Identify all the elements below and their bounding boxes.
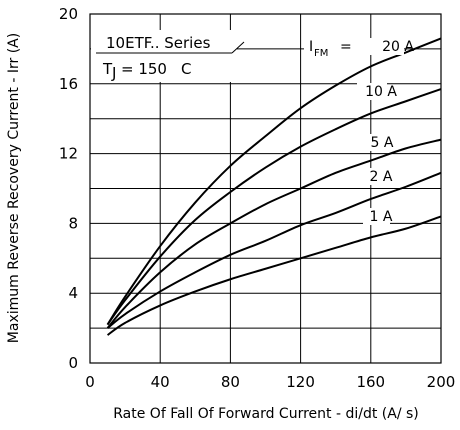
curve-label-bg [362, 134, 390, 151]
plot-frame [89, 13, 442, 364]
x-tick-label: 200 [427, 373, 456, 391]
y-tick-label: 12 [59, 145, 78, 163]
y-tick-label: 8 [68, 214, 78, 232]
legend-ifm: I FM = [309, 39, 352, 59]
series-line [106, 171, 442, 329]
title-temp-symbol: T [102, 60, 113, 78]
x-tick-label: 120 [286, 373, 315, 391]
y-tick-label: 4 [68, 284, 78, 302]
curve-label: 2 A [370, 169, 393, 185]
title-series: 10ETF.. Series [106, 34, 211, 52]
curve-labels: 20 A 10 A 5 A 2 A 1 A [348, 38, 414, 225]
x-tick-label: 40 [151, 373, 170, 391]
curve-label-bg [363, 208, 390, 225]
curve-label-bg [357, 83, 387, 100]
y-tick-label: 20 [59, 5, 78, 23]
curve-label: 10 A [365, 84, 397, 100]
series-line [106, 37, 442, 326]
series-line [106, 215, 442, 336]
curve-label: 5 A [371, 135, 394, 151]
title-temp-value: = 150 [121, 60, 167, 78]
series-line [106, 88, 442, 326]
x-axis-label: Rate Of Fall Of Forward Current - di/dt … [113, 406, 419, 422]
legend-bg [304, 37, 350, 57]
y-tick-label: 16 [59, 75, 78, 93]
legend-prefix: I [309, 39, 313, 55]
title-temp-subscript: J [111, 64, 116, 82]
title-temp-unit: C [181, 60, 191, 78]
y-tick-label: 0 [68, 354, 78, 372]
title-box-bg [91, 30, 237, 82]
y-axis-label: Maximum Reverse Recovery Current - Irr (… [6, 33, 22, 343]
ticks: 0 40 80 120 160 200 0 4 8 12 16 20 [59, 5, 455, 391]
series-line [106, 138, 442, 329]
title-leader [231, 41, 245, 54]
legend-equals: = [340, 39, 352, 55]
curve-label-bg [362, 168, 390, 185]
x-tick-label: 160 [356, 373, 385, 391]
curve-label: 20 A [382, 39, 414, 55]
series-title-box: 10ETF.. Series T J = 150 C [96, 34, 245, 82]
x-tick-label: 80 [221, 373, 240, 391]
curve-label-bg [348, 38, 404, 55]
series-lines [106, 37, 442, 336]
curve-label: 1 A [370, 209, 393, 225]
legend-subscript: FM [314, 48, 328, 59]
x-tick-label: 0 [85, 373, 95, 391]
